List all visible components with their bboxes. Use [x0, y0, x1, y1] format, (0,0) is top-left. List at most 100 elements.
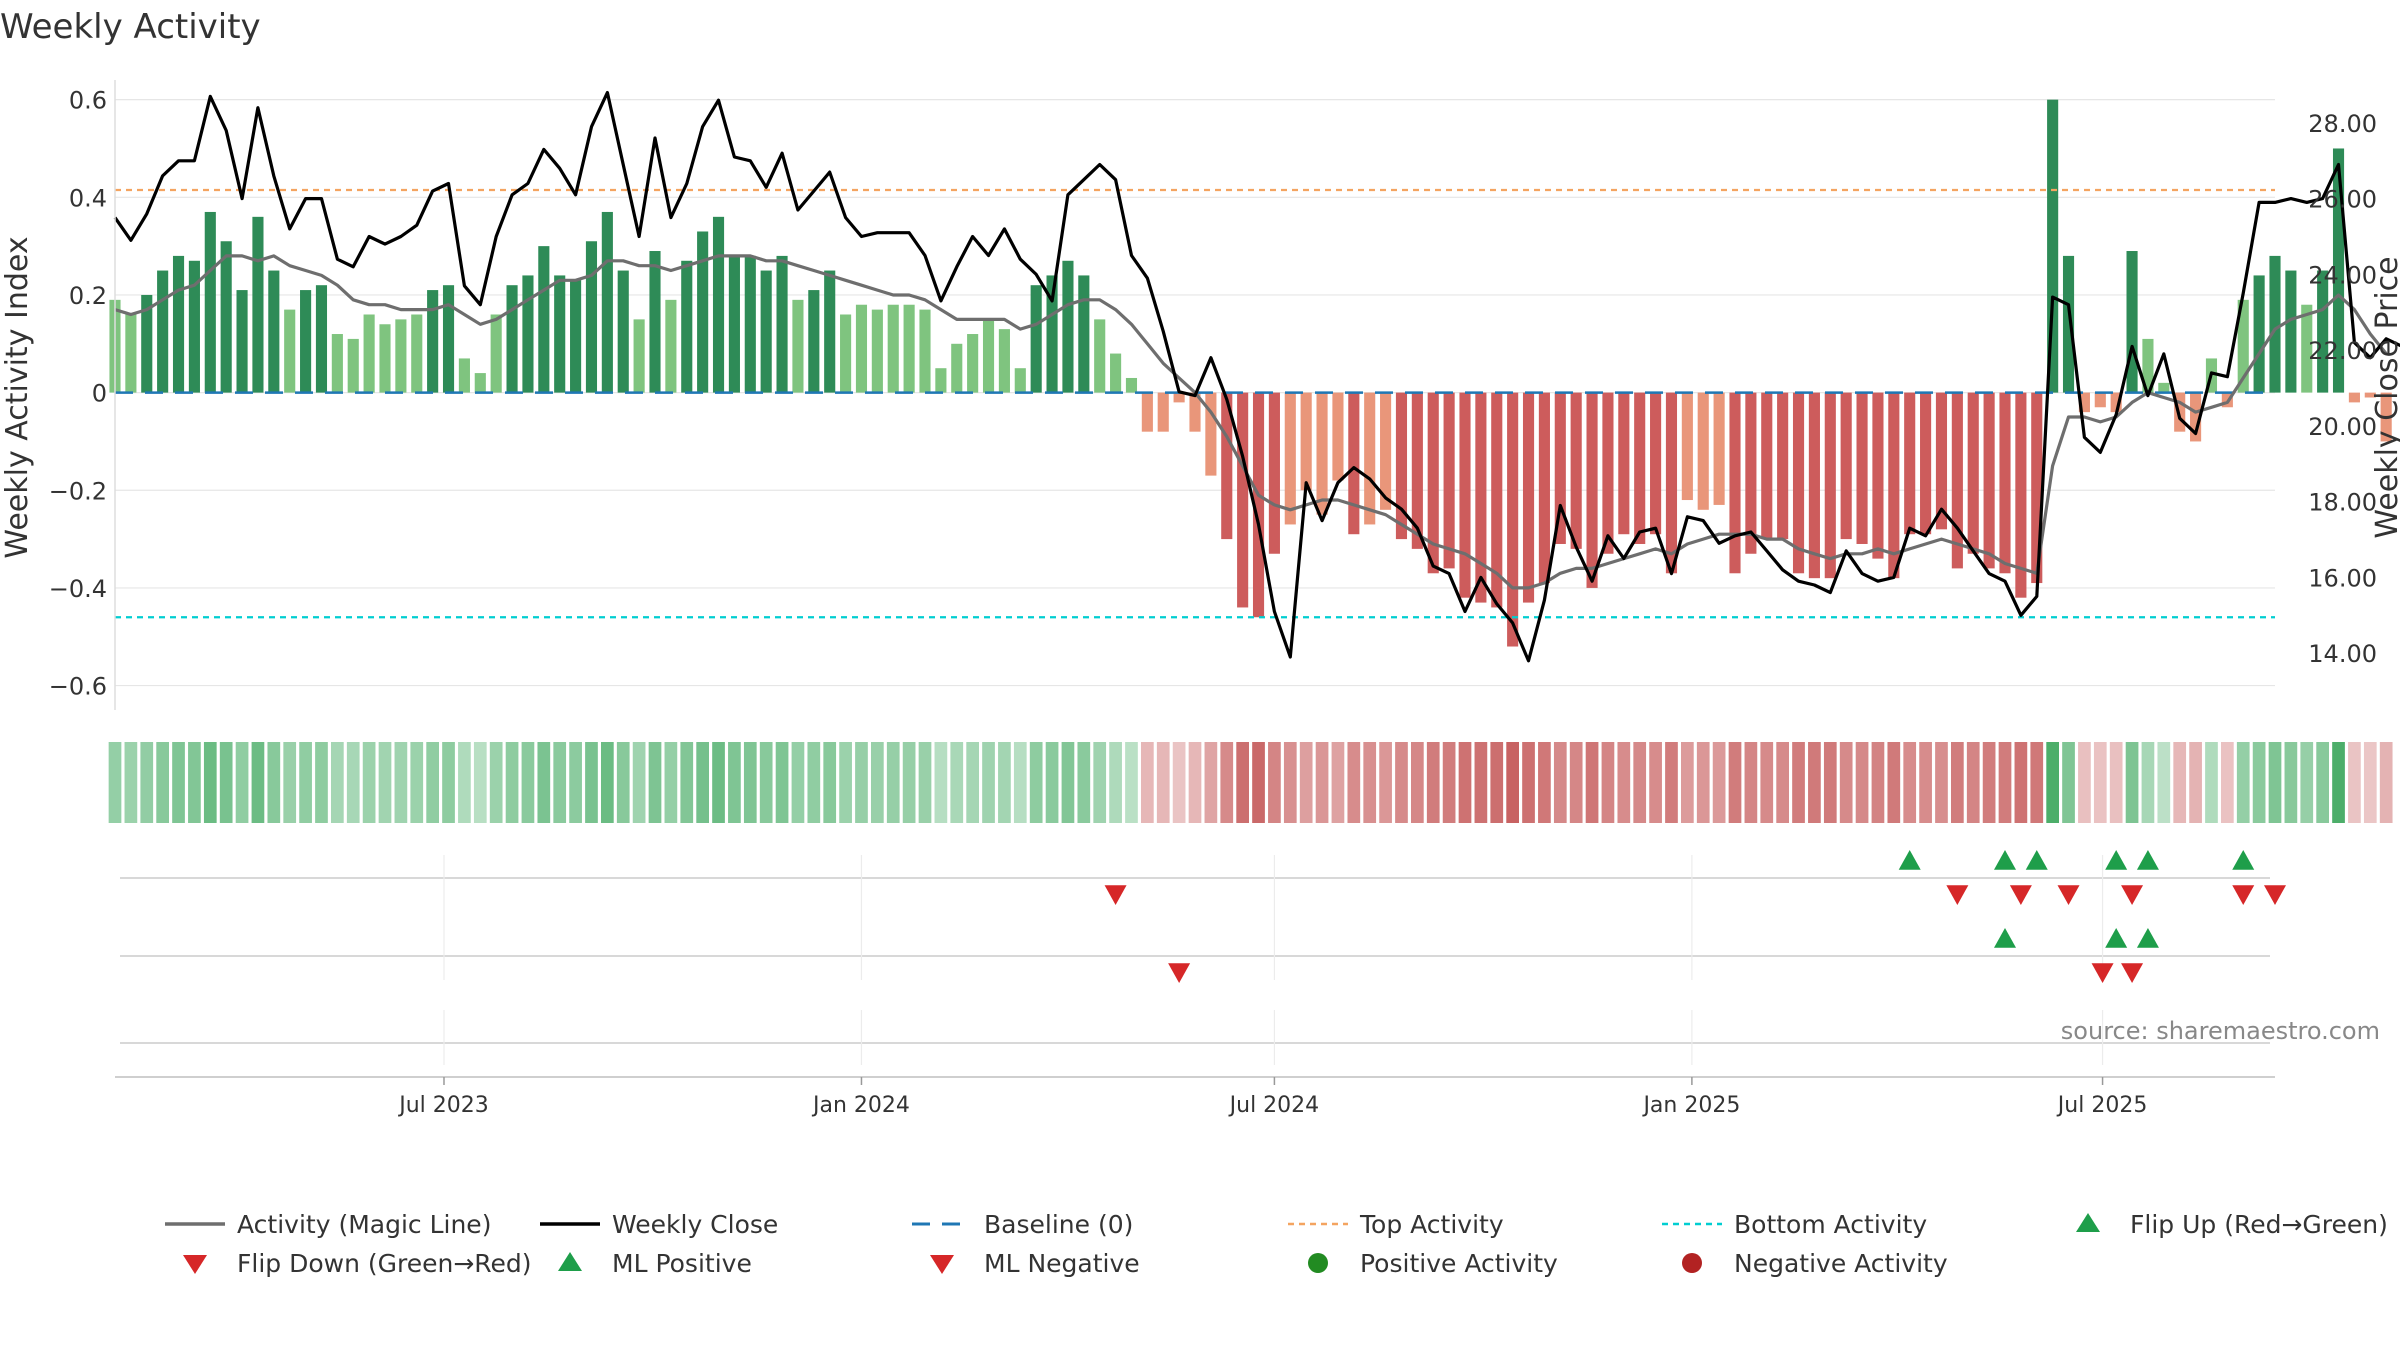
activity-bar [1427, 392, 1439, 574]
activity-bar [554, 275, 566, 393]
state-strip-cell [442, 742, 455, 823]
legend-swatch [558, 1252, 582, 1271]
activity-bar [776, 255, 788, 393]
activity-bar [2332, 148, 2345, 393]
legend-label: Flip Up (Red→Green) [2130, 1210, 2388, 1239]
state-strip-cell [2316, 742, 2329, 823]
state-strip-cell [1522, 742, 1535, 823]
activity-bar [2158, 382, 2170, 393]
state-strip-cell [203, 742, 217, 823]
state-strip-cell [1220, 742, 1234, 823]
state-strip-cell [1458, 742, 1472, 823]
legend-swatch [183, 1255, 207, 1274]
y-left-tick-label: 0.4 [69, 184, 107, 212]
activity-bar [427, 290, 439, 393]
activity-bar [1538, 392, 1550, 584]
state-strip-cell [1935, 742, 1948, 823]
legend-item-bottom: Bottom Activity [1662, 1210, 1927, 1239]
activity-bar [331, 334, 343, 393]
state-strip-cell [1617, 742, 1631, 823]
state-strip-cell [1839, 742, 1853, 823]
state-strip-cell [712, 742, 725, 823]
activity-bar [601, 211, 613, 393]
activity-bar [712, 216, 725, 393]
activity-bar [236, 290, 248, 393]
state-strip-cell [1776, 742, 1789, 823]
chart-title: Weekly Activity [0, 7, 261, 47]
activity-bar [1554, 392, 1566, 544]
legend-item-flipdown: Flip Down (Green→Red) [183, 1249, 532, 1278]
axes: 0.6 0.4 0.2 0 −0.2 −0.4 −0.6 28.00 26.00 24.00 22.… [0, 80, 2400, 710]
legend-label: Bottom Activity [1734, 1210, 1927, 1239]
activity-bar [1014, 368, 1026, 393]
signal-markers [120, 850, 2286, 1065]
flip-down-marker [1104, 885, 1127, 905]
state-strip-cell [1029, 742, 1043, 823]
legend-swatch [1682, 1253, 1702, 1273]
state-strip-cell [950, 742, 964, 823]
flip-down-marker [2121, 885, 2144, 905]
activity-bar [141, 294, 153, 393]
x-tick-label: Jul 2023 [397, 1093, 489, 1118]
activity-bar [1237, 392, 1249, 608]
state-strip-cell [1474, 742, 1488, 823]
state-strip-cell [2030, 742, 2044, 823]
state-strip-cell [172, 742, 185, 823]
activity-bar [792, 299, 804, 393]
x-tick-label: Jan 2025 [1641, 1093, 1740, 1118]
state-strip-cell [2221, 742, 2234, 823]
ml-positive-marker [1994, 928, 2016, 948]
activity-bar [1761, 392, 1773, 540]
activity-bar [1920, 392, 1932, 535]
activity-bar [1110, 353, 1122, 393]
state-strip-cell [680, 742, 694, 823]
legend-label: Flip Down (Green→Red) [237, 1249, 532, 1278]
state-strip-cell [1855, 742, 1869, 823]
state-strip-cell [2125, 742, 2139, 823]
flip-up-marker [1994, 850, 2016, 870]
activity-bar [2031, 392, 2043, 584]
legend-item-baseline: Baseline (0) [912, 1210, 1133, 1239]
state-strip-cell [331, 742, 344, 823]
flip-up-marker [2105, 850, 2128, 870]
legend-label: ML Negative [984, 1249, 1140, 1278]
state-strip-cell [2157, 742, 2171, 823]
activity-bar [379, 324, 391, 393]
state-strip-cell [1792, 742, 1805, 823]
state-strip-cell [1808, 742, 1821, 823]
state-strip-cell [1665, 742, 1678, 823]
activity-bar [1618, 392, 1630, 535]
state-strip-cell [1553, 742, 1567, 823]
activity-bar [157, 270, 169, 393]
state-strip-cell [886, 742, 900, 823]
activity-bar [1189, 392, 1201, 432]
state-strip-cell [1125, 742, 1138, 823]
activity-bar [1856, 392, 1868, 544]
activity-bar [1872, 392, 1884, 559]
state-strip-cell [569, 742, 582, 823]
state-strip-cell [1760, 742, 1774, 823]
state-strip-cell [473, 742, 487, 823]
state-strip-cell [1903, 742, 1917, 823]
state-strip-cell [2173, 742, 2187, 823]
state-strip-cell [982, 742, 995, 823]
state-strip-cell [1919, 742, 1932, 823]
state-strip-cell [1204, 742, 1218, 823]
ml-positive-marker [2105, 928, 2128, 948]
y-left-tick-label: −0.4 [49, 575, 107, 603]
activity-bar [1840, 392, 1852, 540]
weekly-close-line [113, 90, 2400, 663]
magic-line [114, 254, 2388, 590]
activity-bar [1316, 392, 1328, 515]
state-strip-cell [902, 742, 916, 823]
activity-bar [998, 329, 1010, 393]
state-strip-cell [426, 742, 439, 823]
activity-bar [951, 343, 963, 393]
activity-bar [2301, 304, 2313, 393]
activity-bar [982, 319, 995, 393]
activity-bar [220, 241, 232, 393]
y-left-tick-label: −0.2 [49, 477, 107, 505]
activity-bar [871, 309, 883, 393]
activity-bar [1602, 392, 1614, 554]
